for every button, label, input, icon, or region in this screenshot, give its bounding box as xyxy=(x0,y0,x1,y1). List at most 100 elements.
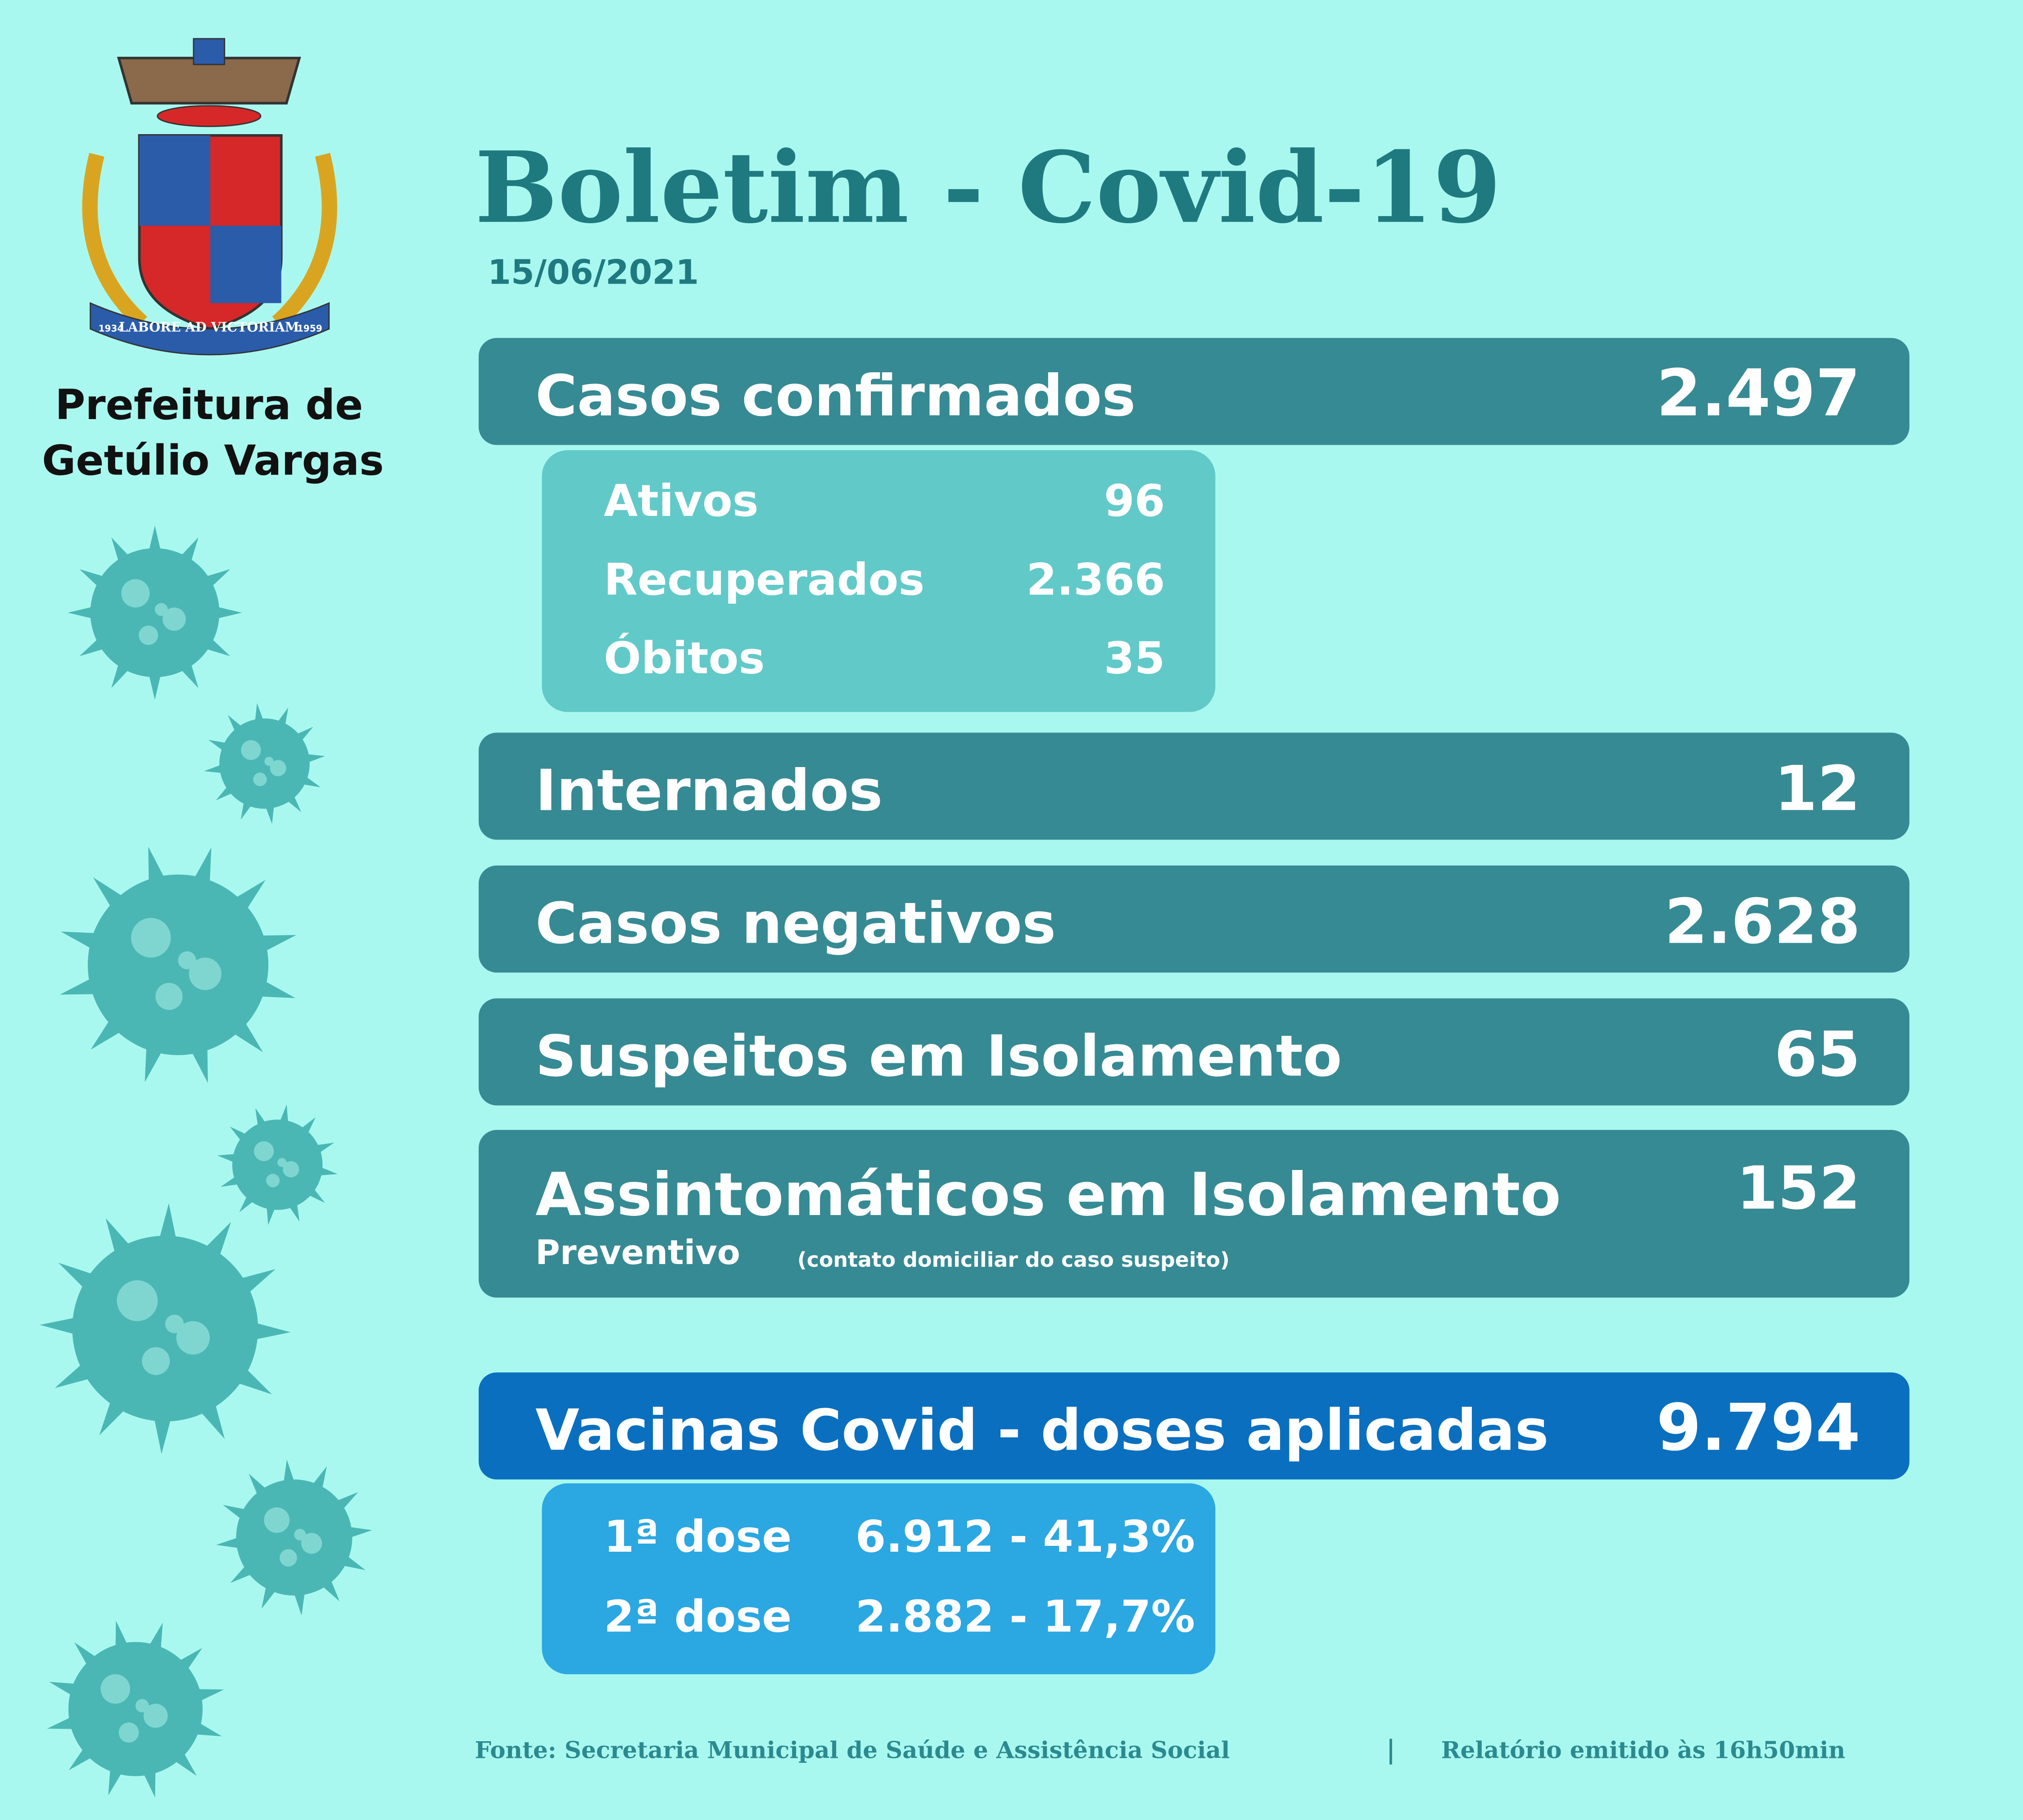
vaccine-value: 9.794 xyxy=(1656,1390,1860,1465)
virus-spot xyxy=(143,1703,168,1728)
virus-spot xyxy=(264,757,274,766)
dose-label: 2ª dose xyxy=(604,1591,792,1642)
dose-label: 1ª dose xyxy=(604,1511,792,1562)
crown-base xyxy=(157,105,262,127)
virus-body xyxy=(232,1120,323,1210)
stat-label: Internados xyxy=(535,757,883,823)
stat-sublabel: Preventivo xyxy=(535,1233,740,1272)
virus-spot xyxy=(241,740,261,760)
virus-spot xyxy=(131,917,171,958)
virus-spot xyxy=(294,1529,306,1540)
virus-spot xyxy=(142,1347,170,1375)
virus-spot xyxy=(277,1158,287,1167)
virus-spot xyxy=(270,760,286,777)
detail-value: 96 xyxy=(1104,475,1165,526)
vaccine-label: Vacinas Covid - doses aplicadas xyxy=(535,1397,1548,1463)
stat-label: Assintomáticos em Isolamento xyxy=(535,1161,1561,1229)
virus-spike xyxy=(148,525,162,555)
virus-spot xyxy=(100,1674,131,1704)
dose-value: 6.912 - 41,3% xyxy=(855,1511,1195,1562)
stat-label: Suspeitos em Isolamento xyxy=(535,1023,1342,1089)
stat-bar xyxy=(479,732,1910,840)
virus-spot xyxy=(121,579,150,608)
virus-spot xyxy=(139,625,158,645)
virus-spot xyxy=(155,983,183,1010)
stat-value: 2.628 xyxy=(1665,886,1860,958)
logo-year: 1934 xyxy=(99,323,124,334)
doses: 1ª dose 6.912 - 41,3% 2ª dose 2.882 - 17,7% xyxy=(604,1511,1195,1642)
virus-spot xyxy=(178,951,196,970)
virus-body xyxy=(72,1235,258,1422)
footer-time: Relatório emitido às 16h50min xyxy=(1441,1737,1846,1764)
virus-spot xyxy=(118,1722,139,1743)
detail-value: 2.366 xyxy=(1026,554,1165,605)
virus xyxy=(47,1621,224,1797)
motto-ribbon xyxy=(90,302,330,356)
virus-body xyxy=(90,548,220,677)
wheat xyxy=(82,153,337,329)
virus-spot xyxy=(253,772,267,786)
virus-spike xyxy=(148,670,162,700)
stat-value: 2.497 xyxy=(1656,356,1860,431)
virus-spot xyxy=(253,1141,274,1161)
details-box xyxy=(542,450,1216,712)
virus-spike xyxy=(157,1203,178,1246)
virus xyxy=(204,703,325,824)
virus-body xyxy=(68,1642,203,1776)
virus xyxy=(40,1203,291,1454)
virus-spike xyxy=(248,1321,291,1341)
virus xyxy=(217,1104,338,1225)
shield-quarter xyxy=(139,135,211,226)
virus-spot xyxy=(176,1321,210,1355)
virus-spot xyxy=(135,1699,149,1713)
logo-motto: LABORE AD VICTORIAM xyxy=(119,319,299,334)
virus-spot xyxy=(283,1161,299,1178)
stat-bar xyxy=(479,865,1910,973)
virus-spot xyxy=(154,603,168,616)
virus-spot xyxy=(189,957,222,990)
virus-spike xyxy=(212,605,242,620)
title: Boletim - Covid-19 xyxy=(475,131,1502,245)
stat-bar xyxy=(479,1130,1910,1298)
crown-shield xyxy=(193,38,226,65)
city-logo: LABORE AD VICTORIAM 1934 1959 xyxy=(82,38,337,356)
stat-bar xyxy=(479,998,1910,1106)
virus-spike xyxy=(40,1316,83,1337)
virus xyxy=(68,525,242,700)
date: 15/06/2021 xyxy=(488,253,699,292)
virus-spike xyxy=(68,605,97,620)
stat-value: 12 xyxy=(1774,753,1860,825)
doses-box xyxy=(542,1483,1216,1675)
crown xyxy=(117,57,301,105)
virus-spot xyxy=(266,1174,280,1188)
stats: Internados 12 Casos negativos 2.628 Suspeito… xyxy=(479,732,1910,1106)
stat-label: Casos confirmados xyxy=(535,363,1136,429)
virus xyxy=(59,846,297,1083)
virus-spot xyxy=(165,1314,184,1333)
detail-label: Ativos xyxy=(604,475,759,526)
detail-label: Óbitos xyxy=(604,632,765,684)
stat-bar xyxy=(479,338,1910,445)
stat-value: 65 xyxy=(1774,1019,1860,1091)
virus-spot xyxy=(280,1549,297,1567)
detail-label: Recuperados xyxy=(604,554,924,605)
dose-value: 2.882 - 17,7% xyxy=(855,1591,1195,1642)
shield-quarter xyxy=(210,226,281,303)
virus-spot xyxy=(301,1533,322,1554)
stat-value: 152 xyxy=(1737,1154,1860,1223)
stat-note: (contato domiciliar do caso suspeito) xyxy=(797,1247,1230,1272)
footer-source: Fonte: Secretaria Municipal de Saúde e A… xyxy=(475,1737,1230,1764)
virus xyxy=(216,1459,372,1616)
virus-body xyxy=(87,874,269,1055)
org-name: Prefeitura de xyxy=(55,381,363,429)
virus-spot xyxy=(163,607,186,631)
stat-label: Casos negativos xyxy=(535,890,1056,957)
virus-spot xyxy=(117,1280,158,1321)
vaccine-bar xyxy=(479,1372,1910,1480)
virus-body xyxy=(236,1479,353,1596)
virus-body xyxy=(219,718,310,809)
virus-spot xyxy=(264,1507,290,1533)
logo-year: 1959 xyxy=(297,323,322,334)
